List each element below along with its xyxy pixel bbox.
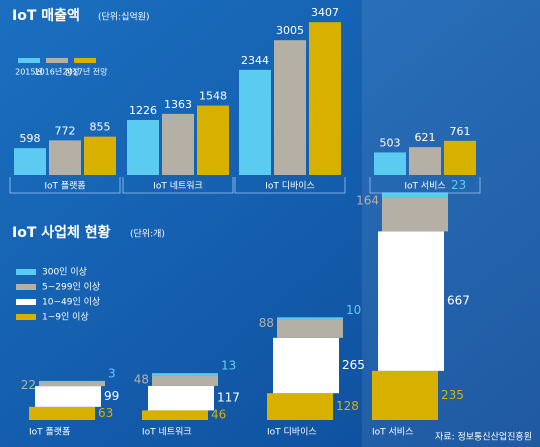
value-label: 621 [415,131,436,144]
x-tick-label: IoT 디바이스 [265,181,315,192]
value-label: 503 [380,136,401,149]
bar-segment [152,375,218,386]
value-label: 3005 [276,24,304,37]
bar [84,136,116,175]
legend-label: 5~299인 이상 [42,282,100,293]
value-label: 2344 [241,54,269,67]
value-label: 63 [98,406,113,420]
bar [14,148,46,175]
bar-segment [277,319,343,338]
category-bracket [234,177,346,194]
bar-segment [273,337,339,394]
value-label: 761 [450,125,471,138]
category-bracket [9,177,121,194]
bar-segment [35,386,101,407]
category-bracket [122,177,234,194]
value-label: 46 [211,408,226,422]
x-tick-label: IoT 네트워크 [142,427,192,438]
legend-label: 2015년 [15,67,43,77]
legend-label: 10~49인 이상 [42,297,100,308]
bar [162,113,194,175]
x-tick-label: IoT 네트워크 [153,181,203,192]
value-label: 22 [21,378,36,392]
bar-segment [39,381,105,387]
legend-swatch [16,269,36,275]
legend-label: 2017년 전망 [63,67,109,77]
value-label: 1548 [199,90,227,103]
bar-segment [382,197,448,232]
value-label: 667 [447,294,470,308]
value-label: 1363 [164,98,192,111]
value-label: 99 [104,389,119,403]
value-label: 10 [346,303,361,317]
value-label: 3 [108,366,116,380]
bar-segment [152,373,218,376]
legend-swatch [16,284,36,290]
unit: (단위:십억원) [98,11,149,23]
value-label: 265 [342,358,365,372]
value-label: 88 [259,316,274,330]
bar-segment [39,380,105,382]
legend-swatch [46,58,68,63]
bar [444,140,476,175]
value-label: 128 [336,399,359,413]
bar [127,120,159,175]
x-tick-label: IoT 디바이스 [267,427,317,438]
value-label: 855 [90,121,111,134]
value-label: 1226 [129,104,157,117]
bar [197,105,229,175]
bar-segment [372,370,438,420]
x-tick-label: IoT 서비스 [404,181,445,192]
chart-title: IoT 매출액 [12,7,80,24]
bar-segment [277,317,343,320]
bar [409,147,441,175]
unit: (단위:개) [130,229,165,240]
legend-swatch [74,58,96,63]
bar-segment [378,231,444,371]
value-label: 772 [55,124,76,137]
legend-label: 2016년 잠정 [35,67,80,77]
legend-label: 1~9인 이상 [42,312,89,323]
source: 자료: 정보통신산업진흥원 [435,431,532,443]
x-tick-label: IoT 플랫폼 [44,181,85,192]
bar-segment [267,393,333,420]
bar [239,69,271,175]
value-label: 598 [20,132,41,145]
value-label: 48 [134,372,149,386]
value-label: 13 [221,359,236,373]
legend-swatch [16,314,36,320]
value-label: 3407 [311,6,339,19]
bar-segment [148,385,214,411]
value-label: 235 [441,388,464,402]
value-label: 23 [451,178,466,192]
bar [374,152,406,175]
x-tick-label: IoT 플랫폼 [29,427,70,438]
x-tick-label: IoT 서비스 [372,427,413,438]
bar-segment [29,406,95,420]
bar [309,22,341,175]
chart-title: IoT 사업체 현황 [12,224,111,241]
value-label: 117 [217,391,240,405]
bar [49,140,81,175]
bar-segment [382,192,448,198]
bar-segment [142,410,208,420]
bar [274,40,306,175]
legend-label: 300인 이상 [42,267,87,278]
legend-swatch [16,299,36,305]
legend-swatch [18,58,40,63]
value-label: 164 [356,194,379,208]
